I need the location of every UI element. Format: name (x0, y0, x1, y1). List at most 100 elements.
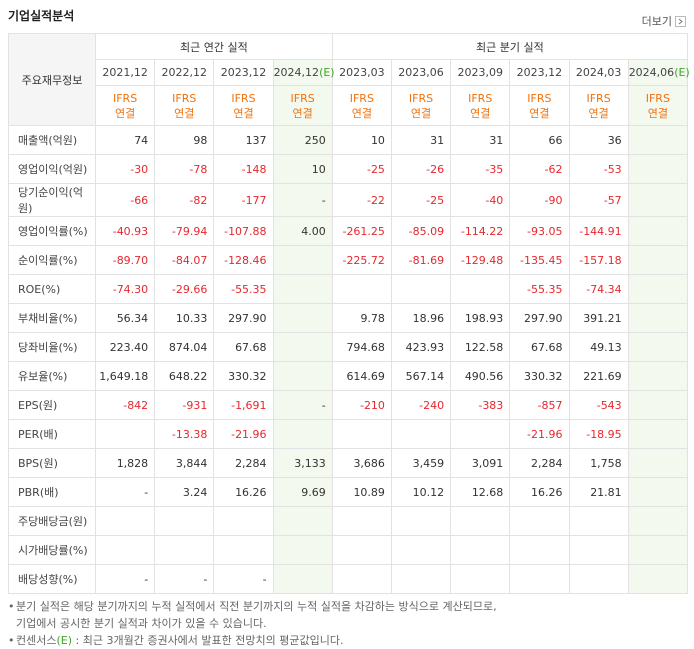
value-cell: 10.33 (154, 303, 215, 333)
value-cell: 31 (390, 125, 452, 155)
value-cell (272, 535, 333, 565)
accounting-basis: 연결 (410, 106, 432, 120)
value-cell: -85.09 (390, 216, 452, 246)
value-cell: 16.26 (213, 477, 274, 507)
accounting-header: IFRS 연결 (568, 85, 629, 126)
row-label: 순이익률(%) (8, 245, 96, 275)
value-cell (331, 506, 392, 536)
value-cell: -144.91 (568, 216, 629, 246)
value-cell: 1,649.18 (94, 361, 156, 391)
value-cell: 9.78 (331, 303, 392, 333)
accounting-basis: 연결 (233, 106, 254, 120)
value-cell: -135.45 (509, 245, 570, 275)
value-cell (627, 477, 689, 507)
value-cell: 250 (272, 125, 333, 155)
value-cell (627, 390, 689, 420)
value-cell: -40.93 (94, 216, 156, 246)
period-date: 2023,03 (339, 66, 385, 79)
row-label: 시가배당률(%) (8, 535, 96, 565)
value-cell: 3,459 (390, 448, 452, 478)
value-cell: -114.22 (450, 216, 511, 246)
more-text[interactable]: 더보기 (641, 15, 672, 28)
value-cell (627, 216, 689, 246)
value-cell: -29.66 (154, 274, 215, 304)
value-cell: -25 (390, 183, 452, 217)
note-text: 분기 실적은 해당 분기까지의 누적 실적에서 직전 분기까지의 누적 실적을 … (16, 600, 497, 613)
value-cell: 10 (272, 154, 333, 184)
value-cell: -55.35 (509, 274, 570, 304)
value-cell (154, 506, 215, 536)
value-cell: -22 (331, 183, 392, 217)
row-label: PBR(배) (8, 477, 96, 507)
value-cell (627, 125, 689, 155)
period-header: 2023,06 (390, 59, 452, 86)
value-cell: 297.90 (509, 303, 570, 333)
value-cell: -79.94 (154, 216, 215, 246)
more-link[interactable]: 더보기 (642, 13, 686, 29)
value-cell: -261.25 (331, 216, 392, 246)
value-cell: -21.96 (509, 419, 570, 449)
accounting-header: IFRS 연결 (390, 85, 452, 126)
value-cell (272, 506, 333, 536)
accounting-standard: IFRS (408, 91, 434, 105)
value-cell (627, 448, 689, 478)
period-header: 2024,03 (568, 59, 629, 86)
period-date: 2023,09 (457, 66, 503, 79)
section-title: 기업실적분석 (8, 9, 75, 23)
value-cell: 3,091 (450, 448, 511, 478)
value-cell: - (94, 564, 156, 594)
value-cell: 614.69 (331, 361, 392, 391)
note-text: : 최근 3개월간 증권사에서 발표한 전망치의 평균값입니다. (75, 634, 344, 647)
row-label: 주당배당금(원) (8, 506, 96, 536)
period-date: 2024,06 (628, 66, 675, 79)
accounting-basis: 연결 (588, 106, 609, 120)
data-row: 유보율(%) 1,649.18 648.22 330.32 614.69 567.14 49… (8, 361, 689, 391)
row-label: BPS(원) (8, 448, 96, 478)
value-cell: 391.21 (568, 303, 629, 333)
period-date: 2023,06 (398, 66, 444, 79)
accounting-header: IFRS 연결 (272, 85, 333, 126)
period-date: 2022,12 (161, 66, 208, 79)
value-cell: 67.68 (509, 332, 570, 362)
value-cell: 67.68 (213, 332, 274, 362)
accounting-standard: IFRS (349, 91, 374, 105)
value-cell: -62 (509, 154, 570, 184)
header-row: 2021,12 2022,12 2023,12 2024,12(E) 2023,03 20… (9, 59, 690, 86)
value-cell (627, 535, 689, 565)
accounting-header: IFRS 연결 (331, 85, 392, 126)
accounting-standard: IFRS (290, 91, 315, 105)
period-date: 2023,12 (220, 66, 267, 79)
data-row: 매출액(억원) 74 98 137 250 10 31 31 66 36 (8, 125, 689, 155)
value-cell: -18.95 (568, 419, 629, 449)
value-cell (450, 419, 511, 449)
accounting-basis: 연결 (351, 106, 372, 120)
value-cell: 9.69 (272, 477, 333, 507)
value-cell: 330.32 (509, 361, 570, 391)
row-label: 영업이익률(%) (8, 216, 96, 246)
period-date: 2024,12 (273, 66, 320, 79)
value-cell: 12.68 (450, 477, 511, 507)
period-group-header: 최근 연간 실적 (95, 33, 333, 60)
value-cell (272, 245, 333, 275)
value-cell: 490.56 (450, 361, 511, 391)
value-cell: 10.12 (390, 477, 452, 507)
value-cell: -93.05 (509, 216, 570, 246)
value-cell (331, 274, 392, 304)
value-cell (627, 154, 689, 184)
accounting-basis: 연결 (292, 106, 313, 120)
accounting-header: IFRS 연결 (450, 85, 511, 126)
value-cell (390, 419, 452, 449)
value-cell (390, 564, 452, 594)
row-label: 영업이익(억원) (8, 154, 96, 184)
more-icon[interactable] (675, 15, 686, 27)
note-mark: (E) (56, 634, 73, 647)
value-cell: 1,758 (568, 448, 629, 478)
row-label: 배당성향(%) (8, 564, 96, 594)
accounting-basis: 연결 (529, 106, 550, 120)
estimate-mark: (E) (319, 66, 335, 79)
value-cell: 3.24 (154, 477, 215, 507)
data-row: PBR(배) -3.24 16.26 9.69 10.89 10.12 12.68 16.26… (8, 477, 689, 507)
data-row: 시가배당률(%) (8, 535, 689, 565)
row-label: 당기순이익(억원) (8, 183, 96, 217)
data-row: EPS(원) -842 -931 -1,691- -210 -240 -383 -857 -54… (8, 390, 689, 420)
